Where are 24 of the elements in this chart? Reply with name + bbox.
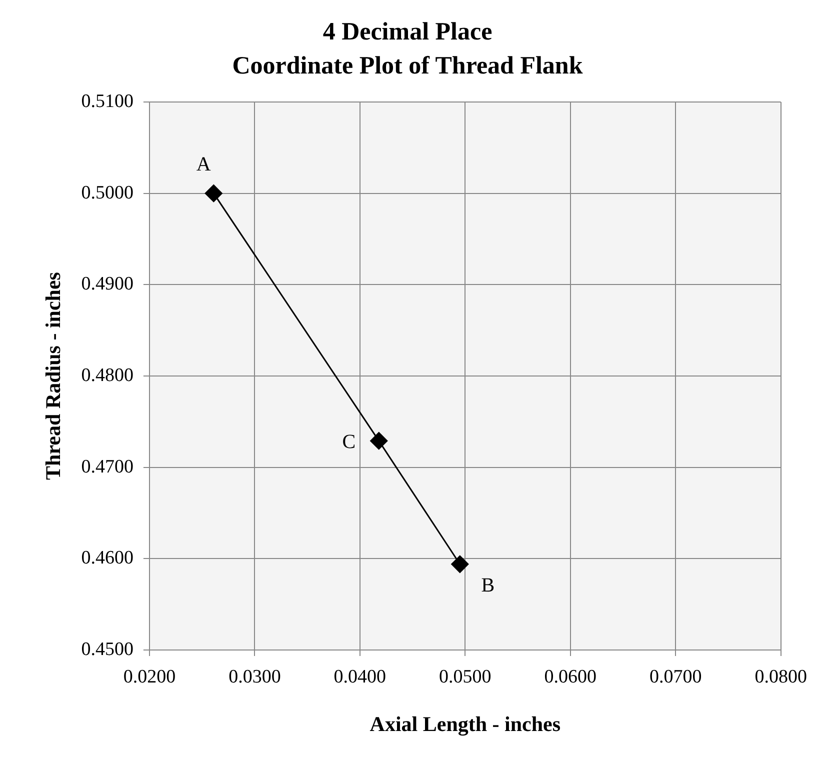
y-tick-label: 0.5000: [81, 182, 134, 204]
point: [204, 184, 222, 202]
y-tick-label: 0.4900: [81, 274, 134, 295]
chart-subtitle: Coordinate Plot of Thread Flank: [232, 52, 583, 80]
x-tick-label: 0.0800: [754, 666, 807, 688]
y-tick-label: 0.4700: [81, 456, 134, 478]
annotation: C: [342, 431, 356, 454]
annotation: B: [481, 574, 495, 596]
point: [370, 432, 388, 450]
x-tick-label: 0.0300: [228, 666, 281, 688]
y-axis-title: Thread Radius - inches: [41, 272, 66, 480]
y-tick-label: 0.5100: [81, 90, 134, 112]
x-tick-label: 0.0200: [123, 666, 176, 688]
x-tick-label: 0.0500: [439, 666, 492, 688]
x-axis-title: Axial Length - inches: [370, 712, 561, 736]
y-tick-label: 0.4600: [81, 548, 134, 569]
x-tick-label: 0.0600: [544, 666, 597, 688]
y-tick-label: 0.4500: [81, 638, 134, 660]
x-tick-label: 0.0400: [334, 666, 386, 688]
x-tick-label: 0.0700: [650, 666, 702, 688]
annotation: A: [196, 154, 212, 176]
y-tick-label: 0.4800: [81, 364, 134, 386]
point: [451, 555, 469, 573]
chart-title: 4 Decimal Place: [322, 18, 492, 46]
